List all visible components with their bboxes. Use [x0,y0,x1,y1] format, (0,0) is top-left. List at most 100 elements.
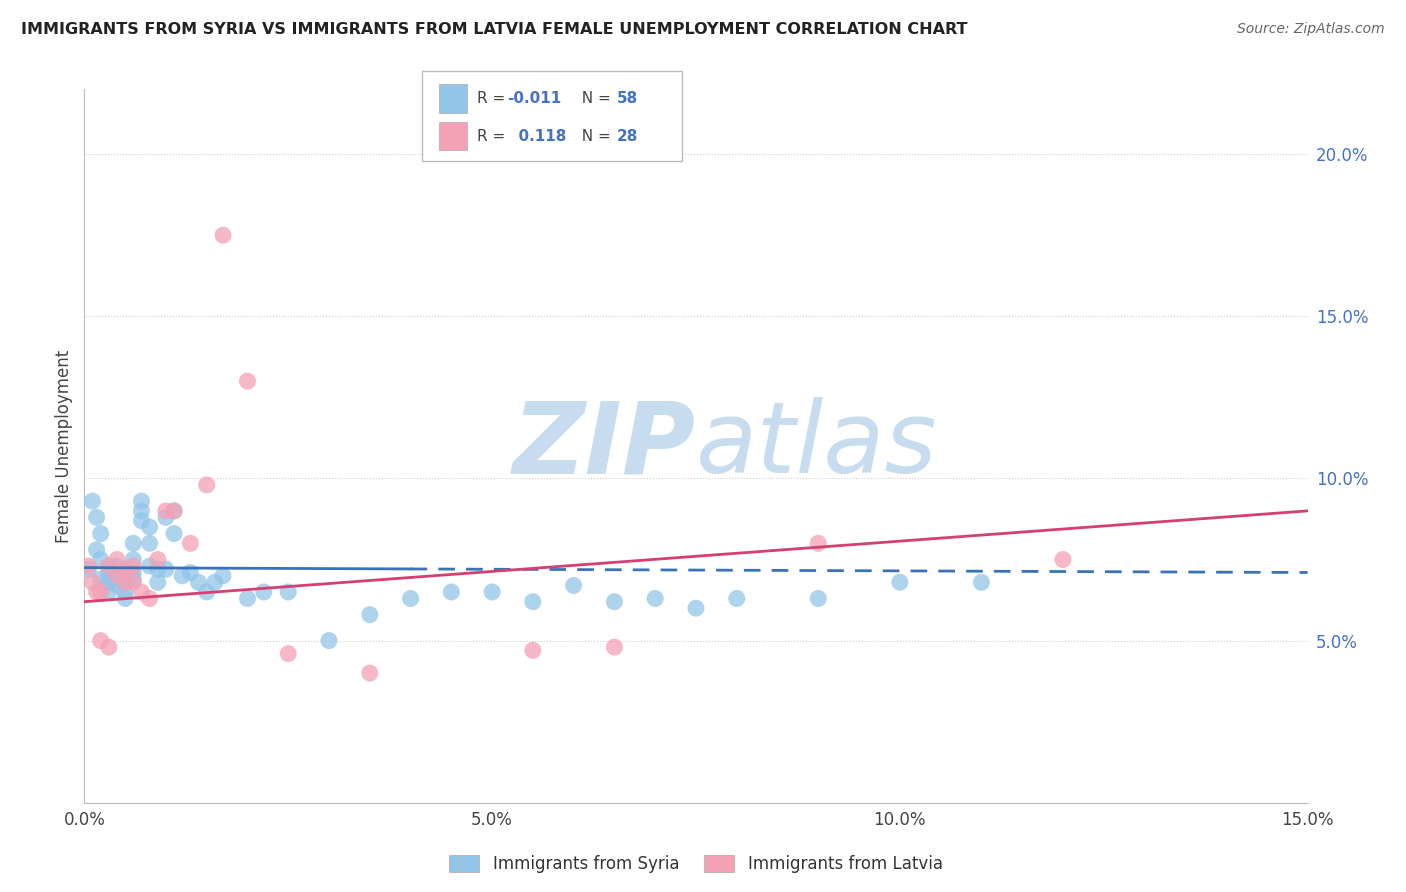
Point [82,575,104,590]
Point [97,585,120,599]
Point [105,578,128,592]
Point [82,494,104,508]
Point [212,228,235,243]
Point [77,559,100,574]
Point [146,562,169,576]
Point [318,633,340,648]
Point [644,591,666,606]
Point [163,526,186,541]
Point [522,643,544,657]
Point [253,585,276,599]
Point [97,568,120,582]
Point [155,504,177,518]
Point [114,562,136,576]
Text: IMMIGRANTS FROM SYRIA VS IMMIGRANTS FROM LATVIA FEMALE UNEMPLOYMENT CORRELATION : IMMIGRANTS FROM SYRIA VS IMMIGRANTS FROM… [21,22,967,37]
Point [155,562,177,576]
Text: N =: N = [572,91,616,106]
Text: Source: ZipAtlas.com: Source: ZipAtlas.com [1237,22,1385,37]
Point [146,552,169,566]
Point [172,568,194,582]
Point [359,666,381,681]
Point [90,552,112,566]
Point [114,575,136,590]
Point [807,591,830,606]
Point [146,575,169,590]
Point [138,520,160,534]
Text: N =: N = [572,128,616,144]
Point [440,585,463,599]
Text: R =: R = [477,91,510,106]
Point [86,585,108,599]
Point [970,575,993,590]
Point [122,566,145,580]
Point [122,536,145,550]
Point [122,559,145,574]
Point [90,572,112,586]
Text: R =: R = [477,128,510,144]
Point [725,591,748,606]
Point [114,585,136,599]
Point [359,607,381,622]
Point [97,575,120,590]
Point [163,504,186,518]
Point [138,591,160,606]
Point [1052,552,1074,566]
Text: 58: 58 [617,91,638,106]
Point [277,585,299,599]
Point [603,640,626,654]
Point [105,572,128,586]
Point [97,559,120,574]
Point [204,575,226,590]
Point [807,536,830,550]
Point [114,575,136,590]
Point [86,510,108,524]
Point [114,562,136,576]
Y-axis label: Female Unemployment: Female Unemployment [55,350,73,542]
Text: -0.011: -0.011 [508,91,562,106]
Point [122,575,145,590]
Point [131,504,153,518]
Point [179,566,201,580]
Legend: Immigrants from Syria, Immigrants from Latvia: Immigrants from Syria, Immigrants from L… [443,848,949,880]
Point [138,536,160,550]
Point [685,601,707,615]
Point [97,562,120,576]
Point [97,640,120,654]
Point [163,504,186,518]
Point [77,562,100,576]
Point [522,595,544,609]
Point [105,566,128,580]
Point [399,591,422,606]
Point [562,578,585,592]
Text: 28: 28 [617,128,638,144]
Point [105,559,128,574]
Point [131,514,153,528]
Point [86,542,108,557]
Point [889,575,911,590]
Point [603,595,626,609]
Point [90,633,112,648]
Point [481,585,503,599]
Point [90,526,112,541]
Point [122,552,145,566]
Text: 0.118: 0.118 [508,128,567,144]
Point [236,591,259,606]
Point [212,568,235,582]
Point [155,510,177,524]
Point [236,374,259,388]
Point [277,647,299,661]
Point [122,572,145,586]
Point [187,575,209,590]
Point [105,568,128,582]
Point [138,559,160,574]
Point [179,536,201,550]
Point [131,494,153,508]
Point [131,585,153,599]
Point [105,552,128,566]
Point [195,478,218,492]
Point [90,585,112,599]
Text: atlas: atlas [696,398,938,494]
Text: ZIP: ZIP [513,398,696,494]
Point [195,585,218,599]
Point [114,591,136,606]
